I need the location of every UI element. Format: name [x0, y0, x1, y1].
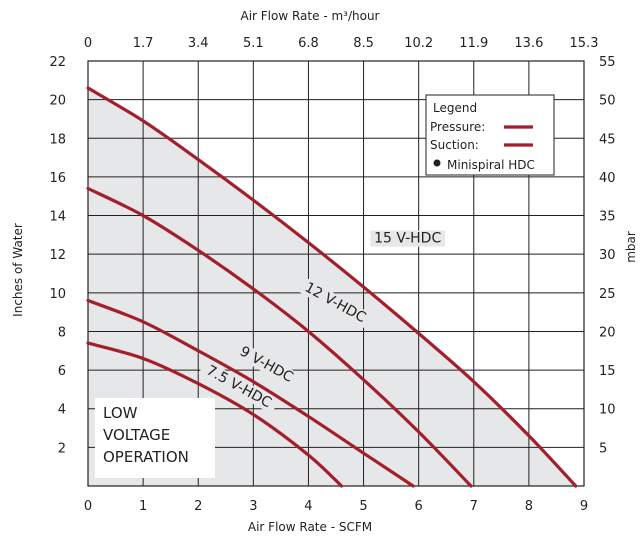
note-line: VOLTAGE	[103, 426, 170, 444]
curve-annotation: 15 V-HDC	[370, 230, 446, 247]
y-tick-label: 12	[49, 248, 66, 263]
series-line-3	[86, 341, 344, 488]
y-tick-label: 4	[58, 403, 66, 418]
shaded-area	[88, 88, 576, 486]
x-tick-label: 6	[415, 499, 423, 514]
y-tick-label: 22	[49, 55, 66, 70]
y-tick-label: 2	[58, 441, 66, 456]
legend-item-label: Suction:	[430, 138, 479, 152]
x-axis-title: Air Flow Rate - SCFM	[248, 520, 372, 534]
y-tick-label: 16	[49, 171, 66, 186]
x-tick-label: 2	[194, 499, 202, 514]
right-y-tick-label: 30	[599, 248, 616, 263]
annotation-bg	[198, 359, 280, 415]
note-line: LOW	[103, 404, 138, 422]
legend-box	[425, 94, 555, 176]
right-y-tick-label: 10	[599, 403, 616, 418]
top-x-tick-label: 5.1	[243, 36, 264, 51]
top-x-tick-label: 6.8	[298, 36, 319, 51]
shade-layer	[88, 88, 576, 486]
right-y-tick-label: 5	[599, 441, 607, 456]
right-y-tick-label: 35	[599, 210, 616, 225]
legend-item-label: Pressure:	[430, 120, 485, 134]
x-tick-label: 7	[470, 499, 478, 514]
x-tick-label: 0	[84, 499, 92, 514]
curve-layer	[86, 86, 578, 488]
x-tick-label: 9	[580, 499, 588, 514]
annotation-bg	[298, 277, 372, 328]
note-box	[95, 398, 215, 478]
x-tick-label: 8	[525, 499, 533, 514]
y-tick-label: 14	[49, 210, 66, 225]
top-x-tick-label: 11.9	[459, 36, 488, 51]
annotation-bg	[233, 341, 300, 388]
note-layer: LOW VOLTAGE OPERATION	[95, 398, 215, 478]
plot-frame	[87, 60, 585, 487]
note-line: OPERATION	[103, 448, 189, 466]
legend-layer: Legend Pressure: Suction: Minispiral HDC	[425, 94, 555, 176]
y-tick-label: 20	[49, 94, 66, 109]
y-tick-label: 10	[49, 287, 66, 302]
y-tick-label: 6	[58, 364, 66, 379]
y-tick-label: 8	[58, 325, 66, 340]
x-tick-label: 4	[304, 499, 312, 514]
right-y-tick-label: 50	[599, 94, 616, 109]
legend-dot-marker	[433, 159, 441, 167]
right-y-tick-label: 45	[599, 132, 616, 147]
top-x-tick-label: 1.7	[133, 36, 154, 51]
legend-item-label: Minispiral HDC	[447, 158, 535, 172]
top-x-tick-label: 3.4	[188, 36, 209, 51]
legend-title: Legend	[433, 101, 477, 115]
right-y-tick-label: 25	[599, 287, 616, 302]
top-x-tick-label: 15.3	[570, 36, 599, 51]
right-y-tick-label: 40	[599, 171, 616, 186]
right-y-axis-title: mbar	[624, 231, 638, 263]
right-y-tick-label: 20	[599, 325, 616, 340]
right-y-tick-label: 15	[599, 364, 616, 379]
top-x-axis-title: Air Flow Rate - m³/hour	[240, 9, 379, 23]
series-line-2	[86, 298, 415, 488]
tick-layer: 0 1 2 3 4 5 6 7 8 90 1.7 3.4 5.1 6.8 8.5 10.2 11.9 13.6 15…	[49, 36, 615, 514]
x-tick-label: 5	[359, 499, 367, 514]
annotation-bg	[370, 230, 446, 247]
annotation-label: 15 V-HDC	[374, 231, 441, 247]
top-x-tick-label: 10.2	[404, 36, 433, 51]
right-y-tick-label: 55	[599, 55, 616, 70]
series-line-1	[86, 186, 473, 488]
top-x-tick-label: 13.6	[514, 36, 543, 51]
series-line-0	[86, 86, 578, 488]
y-tick-label: 18	[49, 132, 66, 147]
y-axis-title: Inches of Water	[11, 223, 25, 317]
x-tick-label: 1	[139, 499, 147, 514]
x-tick-label: 3	[249, 499, 257, 514]
top-x-tick-label: 8.5	[353, 36, 374, 51]
frame-layer	[87, 60, 585, 487]
top-x-tick-label: 0	[84, 36, 92, 51]
